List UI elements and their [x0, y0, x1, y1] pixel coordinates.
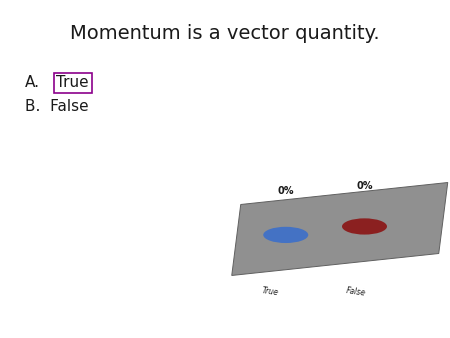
- Text: B.  False: B. False: [25, 99, 88, 114]
- Ellipse shape: [342, 218, 387, 235]
- Text: Momentum is a vector quantity.: Momentum is a vector quantity.: [70, 24, 380, 43]
- Text: 0%: 0%: [356, 181, 373, 191]
- Text: False: False: [345, 286, 366, 297]
- Text: A.: A.: [25, 75, 40, 90]
- Text: True: True: [261, 286, 279, 297]
- Text: True: True: [56, 75, 89, 90]
- Ellipse shape: [263, 227, 308, 243]
- Text: 0%: 0%: [278, 186, 294, 196]
- Polygon shape: [232, 183, 448, 275]
